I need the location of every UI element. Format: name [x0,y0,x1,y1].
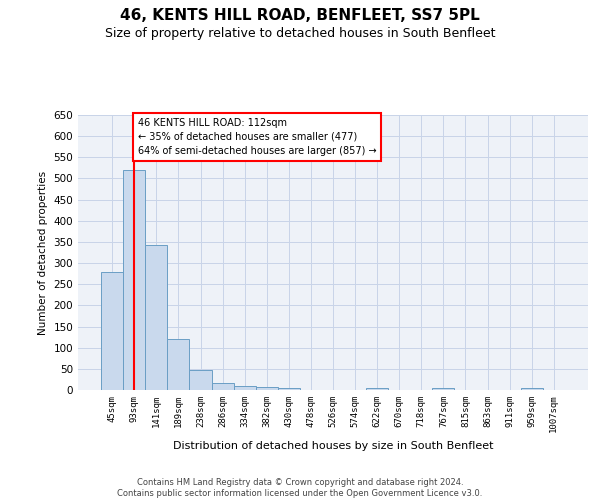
X-axis label: Distribution of detached houses by size in South Benfleet: Distribution of detached houses by size … [173,441,493,451]
Bar [167,339,190,390]
Bar [190,370,212,390]
Bar [366,388,388,390]
Bar [521,388,543,390]
Text: 46, KENTS HILL ROAD, BENFLEET, SS7 5PL: 46, KENTS HILL ROAD, BENFLEET, SS7 5PL [120,8,480,22]
Bar [212,383,233,390]
Bar [278,388,300,390]
Bar [256,386,278,390]
Text: 46 KENTS HILL ROAD: 112sqm
← 35% of detached houses are smaller (477)
64% of sem: 46 KENTS HILL ROAD: 112sqm ← 35% of deta… [137,118,376,156]
Bar [123,170,145,390]
Bar [233,386,256,390]
Text: Contains HM Land Registry data © Crown copyright and database right 2024.
Contai: Contains HM Land Registry data © Crown c… [118,478,482,498]
Bar [433,388,454,390]
Y-axis label: Number of detached properties: Number of detached properties [38,170,48,334]
Bar [101,272,123,390]
Text: Size of property relative to detached houses in South Benfleet: Size of property relative to detached ho… [105,28,495,40]
Bar [145,245,167,390]
